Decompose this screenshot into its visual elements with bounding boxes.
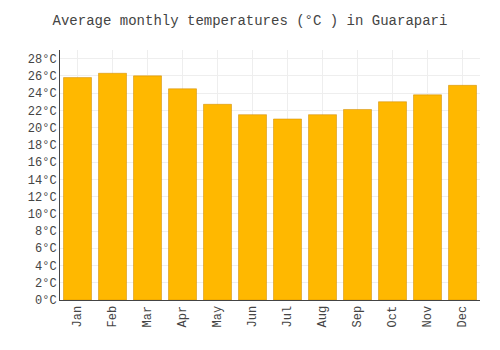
svg-text:2°C: 2°C (35, 277, 57, 291)
svg-text:Nov: Nov (421, 306, 435, 328)
svg-text:16°C: 16°C (28, 156, 57, 170)
svg-text:Mar: Mar (141, 306, 155, 328)
svg-text:14°C: 14°C (28, 174, 57, 188)
svg-text:6°C: 6°C (35, 242, 57, 256)
svg-text:18°C: 18°C (28, 139, 57, 153)
svg-text:Aug: Aug (316, 306, 330, 328)
svg-text:Apr: Apr (176, 306, 190, 328)
svg-text:Oct: Oct (386, 306, 400, 328)
svg-text:0°C: 0°C (35, 294, 57, 308)
svg-text:Jun: Jun (246, 306, 260, 328)
svg-text:28°C: 28°C (28, 53, 57, 67)
svg-text:Sep: Sep (351, 306, 365, 328)
svg-text:Jul: Jul (281, 306, 295, 328)
svg-text:10°C: 10°C (28, 208, 57, 222)
svg-text:Average monthly temperatures (: Average monthly temperatures (°C ) in Gu… (53, 13, 448, 29)
svg-text:24°C: 24°C (28, 87, 57, 101)
svg-text:22°C: 22°C (28, 105, 57, 119)
svg-text:May: May (211, 306, 225, 328)
svg-text:Dec: Dec (456, 306, 470, 328)
svg-text:4°C: 4°C (35, 260, 57, 274)
svg-text:Jan: Jan (71, 306, 85, 328)
svg-text:26°C: 26°C (28, 70, 57, 84)
svg-text:20°C: 20°C (28, 122, 57, 136)
svg-text:8°C: 8°C (35, 225, 57, 239)
svg-text:12°C: 12°C (28, 191, 57, 205)
svg-text:Feb: Feb (106, 306, 120, 328)
